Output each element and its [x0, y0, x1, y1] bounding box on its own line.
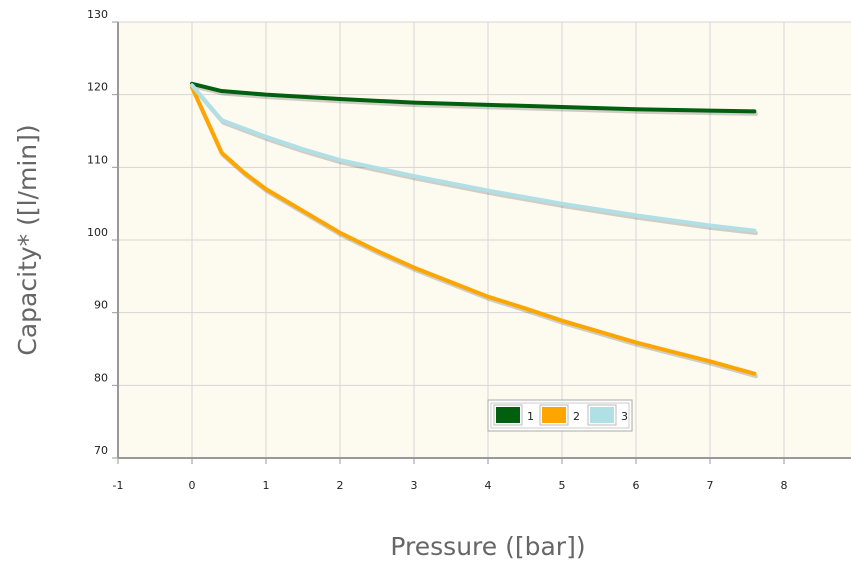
x-tick-label: -1: [113, 479, 124, 492]
series-1-shadow: [191, 84, 758, 116]
y-tick-label: 100: [87, 226, 108, 239]
legend-swatch-2: [542, 407, 566, 423]
legend-label-3: 3: [621, 410, 628, 423]
series-3-line: [190, 83, 757, 233]
series-2-line: [190, 85, 757, 376]
legend-label-2: 2: [573, 410, 580, 423]
x-tick-label: 6: [633, 479, 640, 492]
series-1-line: [190, 81, 757, 114]
x-tick-label: 8: [781, 479, 788, 492]
legend-box-inner: [490, 402, 630, 429]
y-axis-title: Capacity* ([l/min]): [13, 124, 42, 355]
x-tick-label: 2: [337, 479, 344, 492]
x-tick-label: 0: [189, 479, 196, 492]
x-tick-label: 4: [485, 479, 492, 492]
y-tick-labels: 70 80 90 100 110 120 130: [87, 8, 118, 459]
y-tick-label: 110: [87, 153, 108, 166]
x-tick-label: 7: [707, 479, 714, 492]
y-tick-label: 90: [94, 299, 108, 312]
series-lines: [190, 81, 757, 376]
legend-swatch-3: [590, 407, 614, 423]
y-tick-label: 120: [87, 81, 108, 94]
x-tick-label: 1: [263, 479, 270, 492]
y-tick-label: 130: [87, 8, 108, 21]
y-tick-label: 80: [94, 371, 108, 384]
x-tick-labels: -10123456789: [113, 458, 788, 492]
x-tick-label: 3: [411, 479, 418, 492]
legend-label-1: 1: [527, 410, 534, 423]
legend-swatch-1: [496, 407, 520, 423]
y-tick-label: 70: [94, 444, 108, 457]
legend: 1 2 3: [487, 399, 633, 432]
x-tick-label: 5: [559, 479, 566, 492]
x-axis-title: Pressure ([bar]): [390, 532, 585, 561]
